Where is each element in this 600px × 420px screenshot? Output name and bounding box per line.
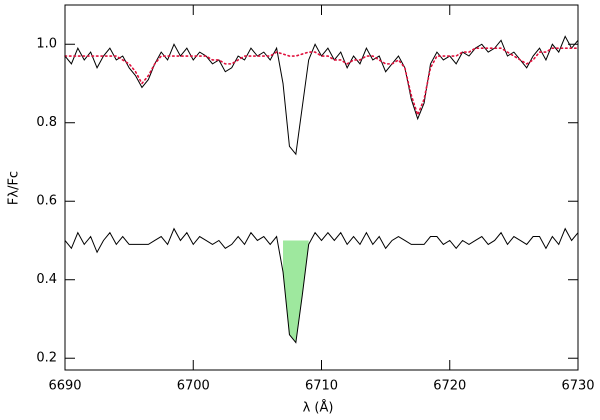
y-axis-label: Fλ/Fc [7,171,22,205]
y-tick-label: 0.6 [36,194,57,209]
x-tick-label: 6710 [305,379,338,394]
x-tick-label: 6690 [48,379,81,394]
y-tick-label: 0.8 [36,115,57,130]
y-tick-label: 1.0 [36,37,57,52]
y-tick-label: 0.2 [36,351,57,366]
plot-frame [64,4,579,371]
x-tick-label: 6730 [561,379,594,394]
x-tick-label: 6700 [177,379,210,394]
spectrum-line [64,35,579,156]
y-tick-label: 0.4 [36,272,57,287]
spectrum-line [64,47,579,118]
x-axis-label: λ (Å) [303,400,334,416]
spectrum-line [64,227,579,344]
shaded-area [283,240,309,343]
x-tick-label: 6720 [433,379,466,394]
